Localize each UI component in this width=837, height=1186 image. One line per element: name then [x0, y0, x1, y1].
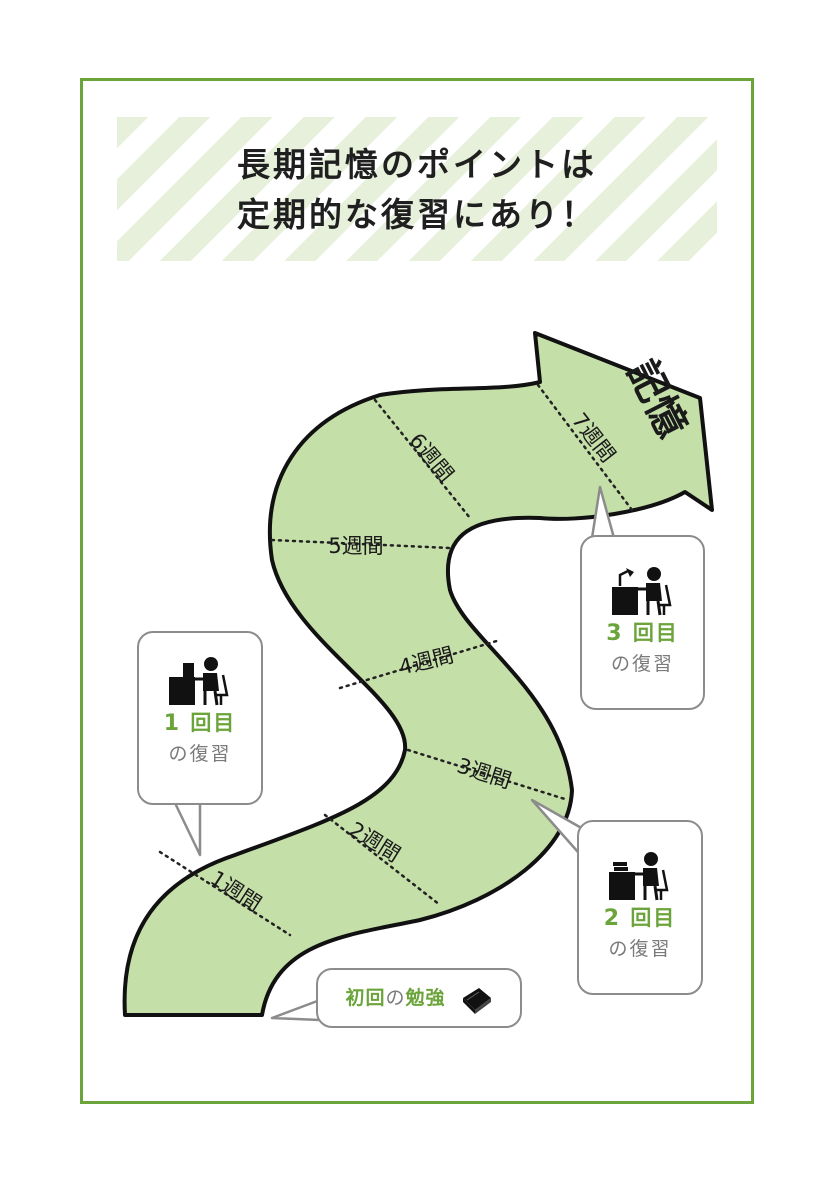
review-1-unit: 回目 — [190, 711, 237, 735]
first-study-part2: の — [385, 987, 406, 1009]
title-line-1: 長期記憶のポイントは — [237, 145, 597, 184]
first-study-part1: 初回 — [345, 987, 386, 1009]
person-at-desk-icon — [169, 657, 229, 706]
title-line-2: 定期的な復習にあり！ — [237, 195, 597, 234]
bubble-tail-review-1 — [173, 801, 202, 857]
review-2-number: 2 — [603, 906, 621, 931]
review-2-unit: 回目 — [630, 906, 677, 930]
review-2-bubble: 2 回目 の復習 — [577, 820, 703, 995]
review-2-sub: の復習 — [608, 938, 672, 960]
week-dividers — [158, 383, 634, 937]
review-1-bubble: 1 回目 の復習 — [137, 631, 263, 805]
title-banner — [117, 117, 717, 261]
week-label-5: 5週間 — [328, 534, 383, 558]
review-1-count: 1 回目 — [139, 707, 261, 737]
person-at-desk-with-books-icon — [609, 852, 669, 901]
review-3-unit: 回目 — [632, 621, 679, 645]
memory-path-arrow — [122, 331, 714, 1017]
review-2-count: 2 回目 — [579, 902, 701, 932]
first-study-part3: 勉強 — [405, 987, 446, 1009]
book-icon — [462, 987, 491, 1014]
bubble-tail-first — [270, 998, 322, 1022]
review-3-number: 3 — [606, 621, 624, 646]
review-1-sub: の復習 — [168, 743, 232, 765]
review-3-count: 3 回目 — [582, 617, 703, 647]
page-frame — [80, 78, 754, 1104]
review-1-number: 1 — [163, 711, 181, 736]
person-at-desk-with-lamp-icon — [611, 567, 672, 616]
review-3-bubble: 3 回目 の復習 — [580, 535, 705, 710]
page-title: 長期記憶のポイントは 定期的な復習にあり！ — [117, 140, 717, 240]
first-study-bubble: 初回の勉強 — [316, 968, 522, 1028]
review-3-sub: の復習 — [610, 653, 674, 675]
